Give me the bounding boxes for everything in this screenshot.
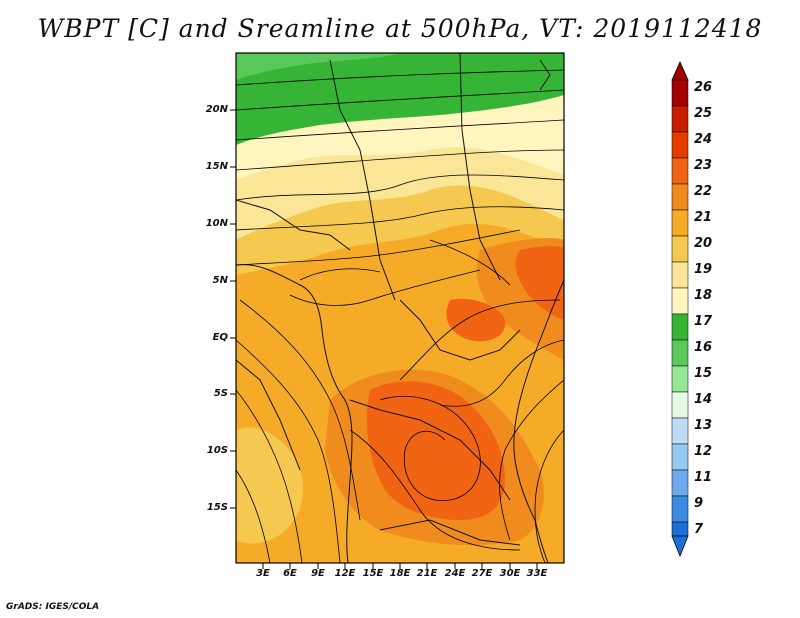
lon-label-18e: 18E <box>389 568 411 579</box>
map-title: WBPT [C] and Sreamline at 500hPa, VT: 20… <box>37 14 763 43</box>
lon-label-6e: 6E <box>283 568 297 579</box>
colorbar <box>671 61 689 558</box>
colorbar-label-15: 15 <box>694 366 713 381</box>
lon-label-27e: 27E <box>471 568 493 579</box>
wbpt-field-20-west <box>236 427 304 544</box>
colorbar-label-14: 14 <box>694 392 713 407</box>
lat-label-10n: 10N <box>205 218 228 229</box>
lon-label-9e: 9E <box>311 568 325 579</box>
colorbar-label-21: 21 <box>694 210 713 225</box>
colorbar-bottom-arrow <box>671 535 689 558</box>
colorbar-label-17: 17 <box>694 314 713 329</box>
lon-label-24e: 24E <box>444 568 466 579</box>
colorbar-label-13: 13 <box>694 418 713 433</box>
wbpt-field-23-center <box>446 298 506 342</box>
footer-credit: GrADS: IGES/COLA <box>6 602 100 612</box>
lon-ticks <box>262 563 538 569</box>
lat-label-15n: 15N <box>205 161 228 172</box>
wbpt-field-23-east <box>515 245 564 320</box>
lon-label-30e: 30E <box>499 568 521 579</box>
colorbar-label-18: 18 <box>694 288 713 303</box>
lon-label-3e: 3E <box>256 568 270 579</box>
wbpt-field-17 <box>236 53 564 145</box>
lon-label-12e: 12E <box>334 568 356 579</box>
lat-label-15s: 15S <box>206 502 228 513</box>
lat-label-eq: EQ <box>212 332 228 343</box>
colorbar-top-arrow <box>671 61 689 81</box>
wbpt-field-23 <box>366 381 505 520</box>
colorbar-label-25: 25 <box>694 106 713 121</box>
colorbar-label-26: 26 <box>694 80 713 95</box>
lat-ticks <box>230 109 236 509</box>
wbpt-field-16 <box>236 53 400 80</box>
coastlines <box>236 53 564 563</box>
lon-label-33e: 33E <box>526 568 548 579</box>
map-panel <box>236 53 564 563</box>
lat-label-5s: 5S <box>213 388 228 399</box>
lon-label-15e: 15E <box>362 568 384 579</box>
lat-label-5n: 5N <box>212 275 228 286</box>
colorbar-label-16: 16 <box>694 340 713 355</box>
streamlines <box>236 69 564 563</box>
lat-label-20n: 20N <box>205 104 228 115</box>
colorbar-label-22: 22 <box>694 184 713 199</box>
lat-label-10s: 10S <box>206 445 228 456</box>
colorbar-label-12: 12 <box>694 444 713 459</box>
colorbar-label-11: 11 <box>694 470 713 485</box>
colorbar-label-7: 7 <box>694 522 704 537</box>
colorbar-label-19: 19 <box>694 262 713 277</box>
colorbar-label-24: 24 <box>694 132 713 147</box>
colorbar-label-23: 23 <box>694 158 713 173</box>
colorbar-label-9: 9 <box>694 496 704 511</box>
lon-label-21e: 21E <box>416 568 438 579</box>
colorbar-label-20: 20 <box>694 236 713 251</box>
